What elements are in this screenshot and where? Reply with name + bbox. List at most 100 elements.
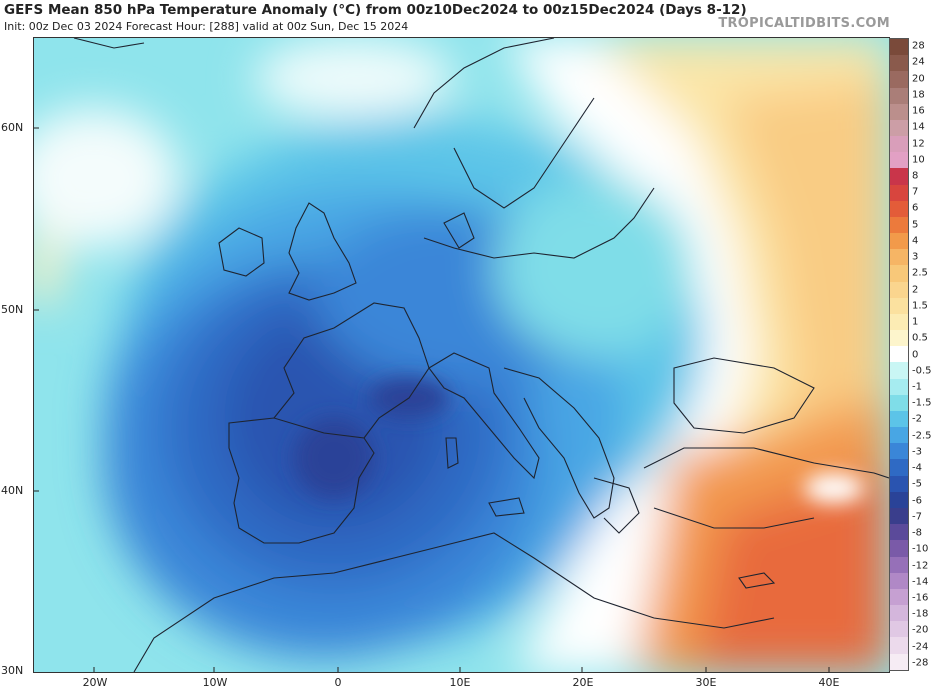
colorbar-label: 2	[912, 284, 919, 296]
colorbar-label: -2.5	[912, 430, 932, 442]
map-title: GEFS Mean 850 hPa Temperature Anomaly (°…	[4, 2, 747, 18]
colorbar-cell	[890, 637, 908, 654]
colorbar-label: 16	[912, 105, 925, 117]
colorbar-cell	[890, 346, 908, 363]
colorbar-cell	[890, 410, 908, 428]
colorbar-cell	[890, 313, 908, 331]
coastline-greece	[593, 477, 640, 534]
colorbar-label: 4	[912, 235, 919, 247]
anomaly-core	[294, 378, 864, 503]
coastline-iberia	[228, 417, 375, 544]
colorbar-label: -20	[912, 624, 929, 636]
coastline-baltic-coast	[423, 187, 655, 259]
colorbar-cell	[890, 378, 908, 395]
colorbar-label: -16	[912, 592, 929, 604]
colorbar-label: 5	[912, 219, 919, 231]
colorbar-label: 18	[912, 89, 925, 101]
latitude-label-40n: 40N	[1, 484, 24, 497]
colorbar-label: 8	[912, 170, 919, 182]
colorbar-cell	[890, 427, 908, 444]
colorbar-label: 2.5	[912, 267, 928, 279]
coastline-denmark	[443, 212, 475, 249]
colorbar-cell	[890, 475, 908, 492]
colorbar-cell	[890, 524, 908, 541]
colorbar-label: -7	[912, 511, 922, 523]
colorbar-cell	[890, 39, 908, 56]
colorbar-label: 7	[912, 186, 919, 198]
colorbar-cell	[890, 216, 908, 234]
coastline-turkey	[643, 447, 889, 529]
colorbar-label: -5	[912, 478, 922, 490]
coastline-great-britain	[288, 202, 357, 301]
colorbar-label: -24	[912, 641, 929, 653]
colorbar-cell	[890, 281, 908, 298]
colorbar-label: 20	[912, 73, 925, 85]
colorbar-label: 28	[912, 40, 925, 52]
coastline-scandinavia	[413, 38, 595, 209]
colorbar-cell	[890, 540, 908, 557]
latitude-label-30n: 30N	[1, 664, 24, 677]
colorbar-label: 24	[912, 56, 925, 68]
map-subtitle: Init: 00z Dec 03 2024 Forecast Hour: [28…	[4, 20, 409, 33]
longitude-label-30e: 30E	[695, 676, 717, 689]
colorbar-cell	[890, 507, 908, 525]
coastline-ireland	[218, 227, 265, 277]
colorbar-cell	[890, 152, 908, 169]
coastline-iceland	[73, 38, 145, 49]
graticule-ticks	[34, 127, 830, 672]
colorbar-cell	[890, 362, 908, 379]
colorbar-cell	[890, 103, 908, 120]
longitude-label-40e: 40E	[818, 676, 840, 689]
colorbar-cell	[890, 55, 908, 72]
colorbar-label: -1.5	[912, 397, 932, 409]
coastlines	[73, 38, 889, 672]
colorbar-label: 10	[912, 154, 925, 166]
colorbar-cell	[890, 556, 908, 573]
site-brand[interactable]: TROPICALTIDBITS.COM	[718, 16, 890, 31]
colorbar-label: -0.5	[912, 365, 932, 377]
colorbar-cell	[890, 588, 908, 606]
colorbar-cell	[890, 265, 908, 282]
colorbar-label: 12	[912, 138, 925, 149]
colorbar-cell	[890, 297, 908, 314]
colorbar-cell	[890, 605, 908, 622]
coastline-sicily	[488, 497, 525, 517]
colorbar-label: 0.5	[912, 332, 928, 344]
coastline-cyprus	[738, 572, 776, 589]
colorbar-cell	[890, 249, 908, 266]
colorbar-cell	[890, 459, 908, 476]
colorbar-label: -8	[912, 527, 922, 539]
colorbar-cell	[890, 119, 908, 137]
latitude-label-60n: 60N	[1, 121, 24, 134]
colorbar-cell	[890, 87, 908, 104]
colorbar-label: 0	[912, 349, 919, 360]
longitude-label-0: 0	[334, 676, 342, 689]
colorbar-label: -28	[912, 657, 929, 669]
colorbar-label: -3	[912, 446, 922, 458]
colorbar-cell	[890, 653, 908, 670]
colorbar-cell	[890, 200, 908, 217]
colorbar-cell	[890, 71, 908, 88]
colorbar-label: 6	[912, 202, 919, 214]
colorbar-cell	[890, 621, 908, 638]
colorbar-cell	[890, 184, 908, 201]
colorbar-label: -4	[912, 462, 922, 474]
colorbar-label: 1.5	[912, 300, 928, 312]
colorbar-label: 3	[912, 251, 919, 263]
latitude-label-50n: 50N	[1, 303, 24, 316]
map-canvas	[34, 38, 889, 672]
colorbar-cell	[890, 136, 908, 153]
colorbar-label: -12	[912, 560, 929, 571]
colorbar-cell	[890, 233, 908, 250]
colorbar-label: -14	[912, 576, 929, 588]
anomaly-map	[33, 37, 890, 673]
colorbar-label: -10	[912, 543, 929, 555]
coastline-italy	[428, 352, 540, 480]
colorbar-label: -18	[912, 608, 929, 620]
colorbar-label: 14	[912, 121, 925, 133]
longitude-label-10e: 10E	[449, 676, 471, 689]
colorbar-label: -6	[912, 495, 922, 507]
colorbar	[889, 38, 909, 671]
longitude-label-20w: 20W	[82, 676, 108, 689]
colorbar-cell	[890, 572, 908, 589]
